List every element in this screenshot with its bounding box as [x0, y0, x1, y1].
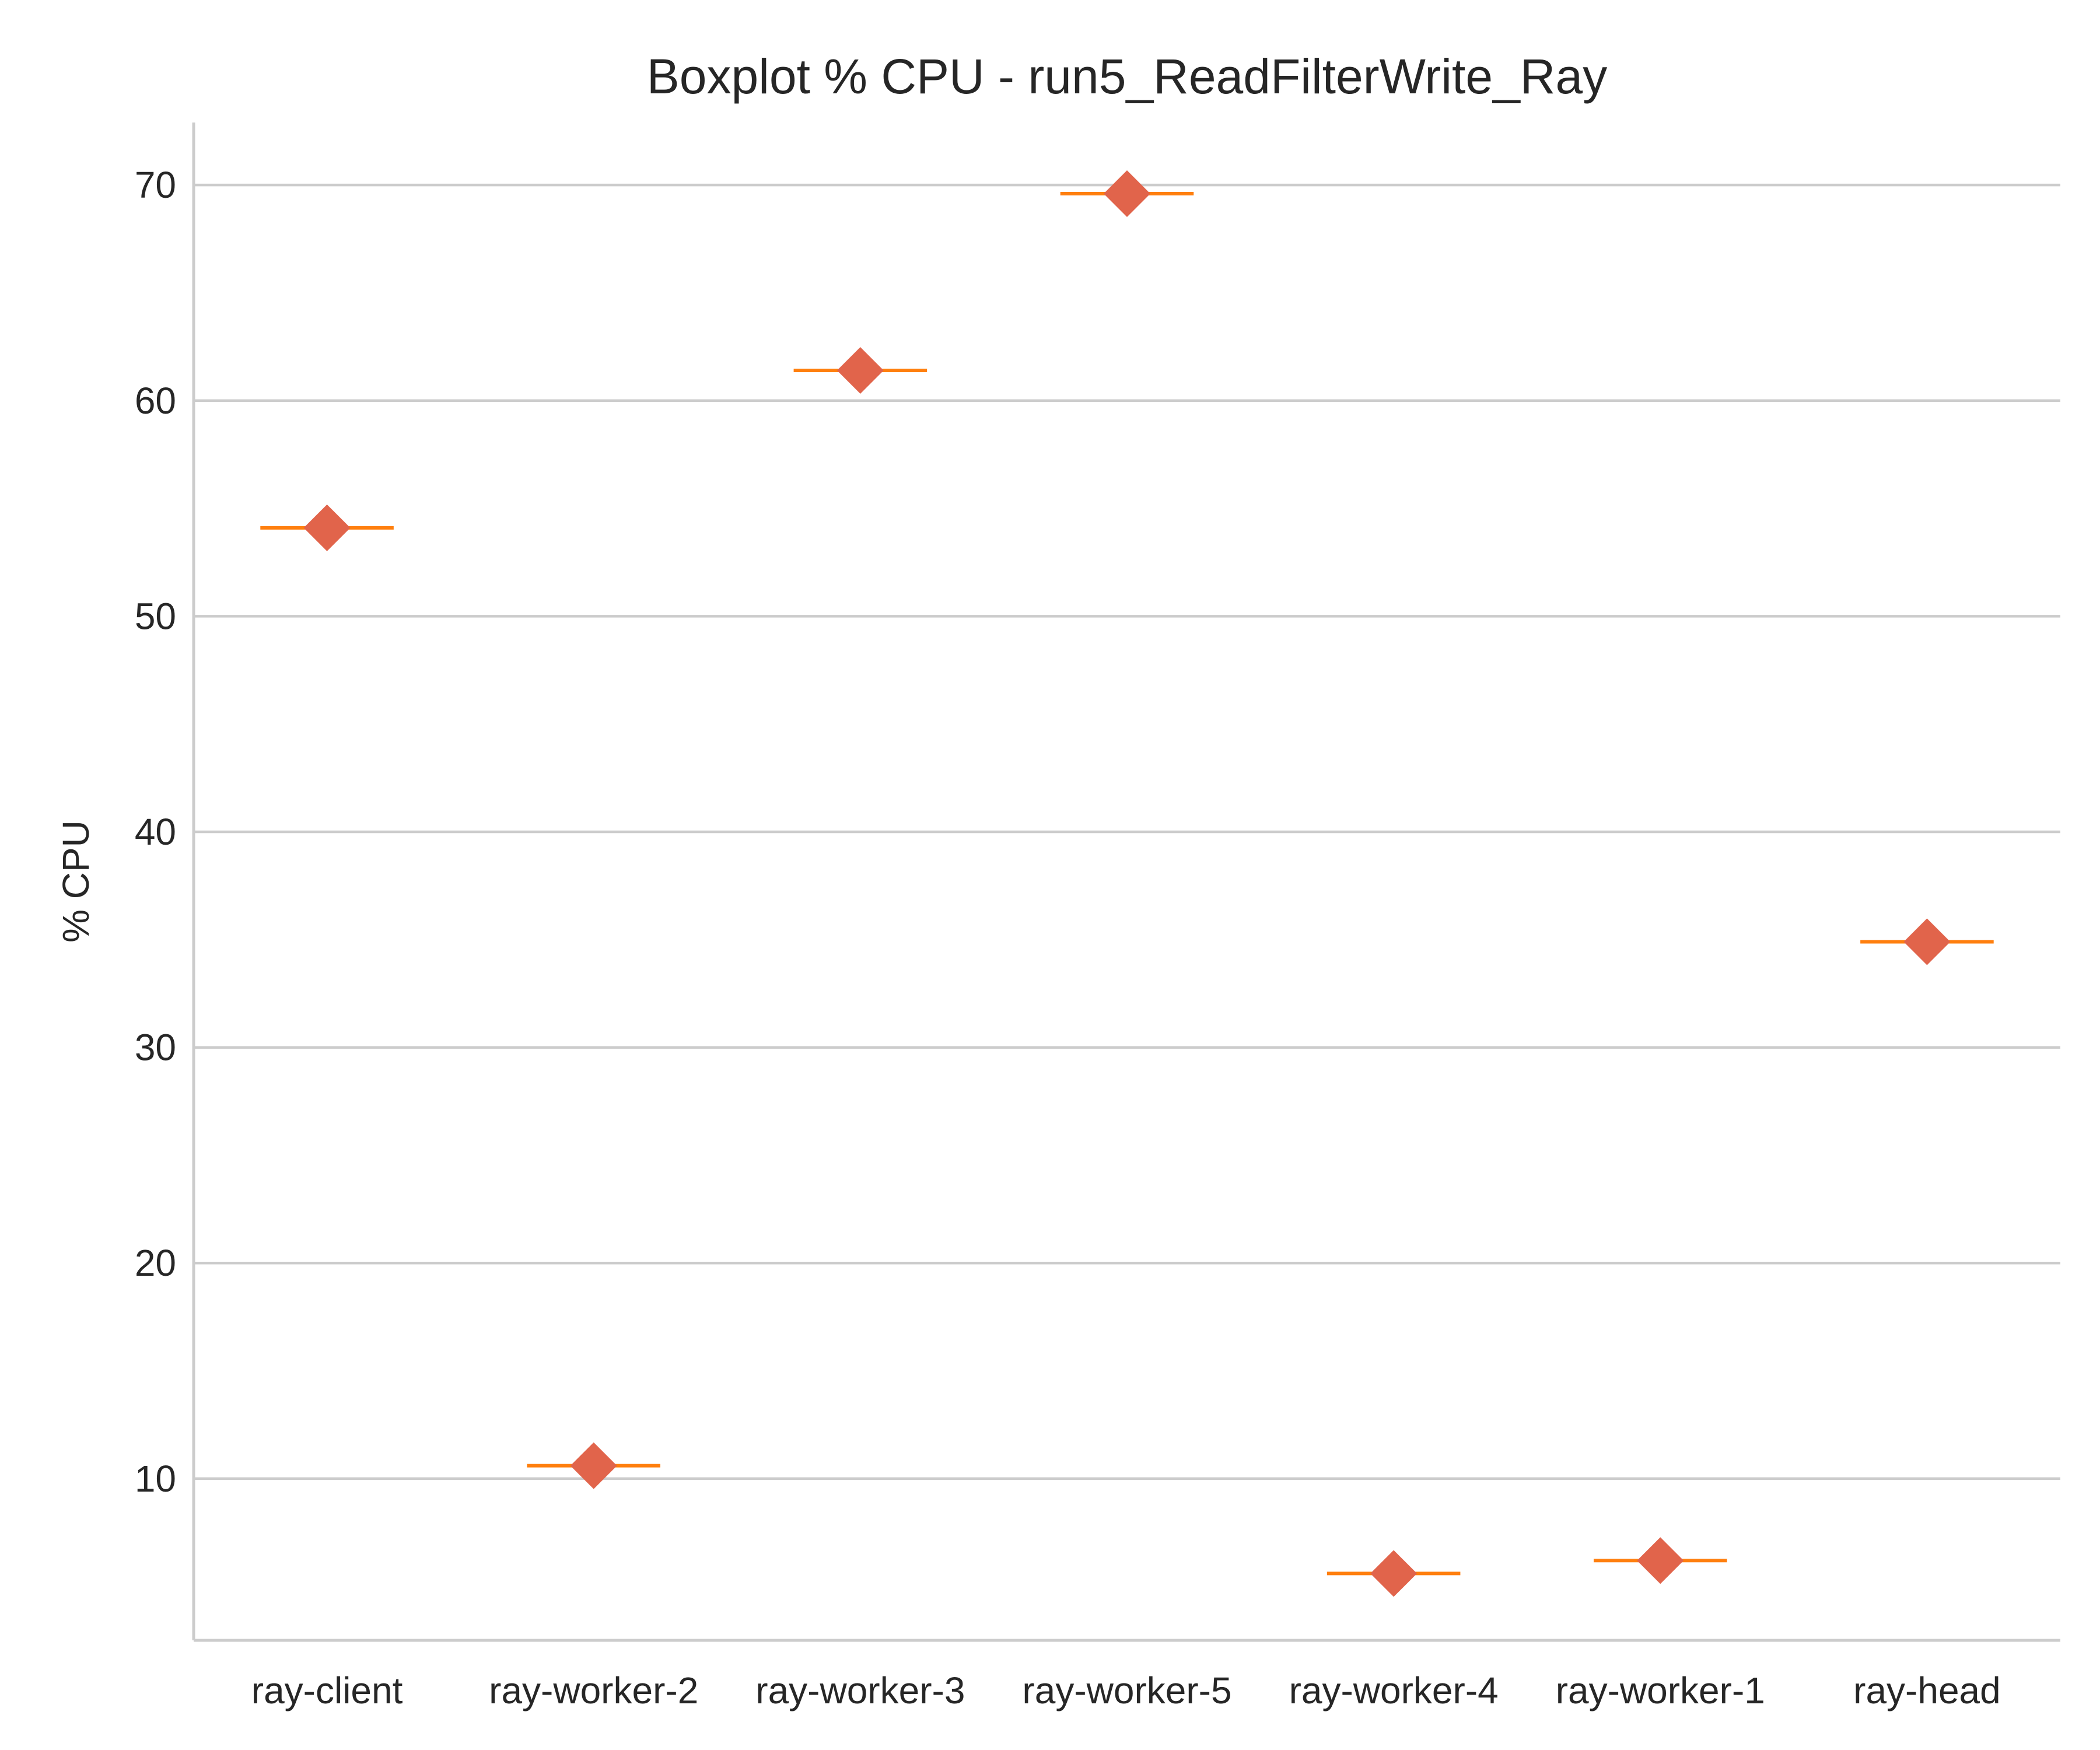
mean-marker — [1903, 918, 1951, 965]
mean-marker — [1370, 1550, 1418, 1597]
x-tick-label: ray-worker-3 — [755, 1670, 965, 1712]
y-tick-label: 40 — [135, 811, 176, 853]
mean-marker — [303, 504, 351, 551]
mean-marker — [1637, 1537, 1684, 1584]
x-tick-label: ray-worker-5 — [1022, 1670, 1231, 1712]
mean-marker — [570, 1442, 617, 1489]
y-tick-label: 10 — [135, 1458, 176, 1500]
x-tick-label: ray-worker-2 — [489, 1670, 698, 1712]
mean-marker — [836, 347, 884, 394]
x-tick-label: ray-worker-4 — [1289, 1670, 1499, 1712]
x-tick-label: ray-worker-1 — [1556, 1670, 1765, 1712]
mean-marker — [1104, 170, 1150, 217]
y-tick-label: 50 — [135, 595, 176, 637]
y-tick-label: 60 — [135, 380, 176, 422]
x-tick-label: ray-client — [251, 1670, 403, 1712]
x-tick-labels: ray-client ray-worker-2 ray-worker-3 ray-wo… — [251, 1670, 2001, 1712]
grid-layer — [194, 183, 2060, 1480]
y-tick-labels: 10 20 30 40 50 60 70 — [135, 164, 176, 1500]
y-tick-label: 70 — [135, 164, 176, 206]
x-tick-label: ray-head — [1853, 1670, 2001, 1712]
y-tick-label: 30 — [135, 1027, 176, 1069]
chart-title: Boxplot % CPU - run5_ReadFilterWrite_Ray — [647, 49, 1607, 104]
y-axis-label: % CPU — [55, 820, 97, 943]
y-tick-label: 20 — [135, 1242, 176, 1284]
marks-layer — [260, 170, 1994, 1597]
